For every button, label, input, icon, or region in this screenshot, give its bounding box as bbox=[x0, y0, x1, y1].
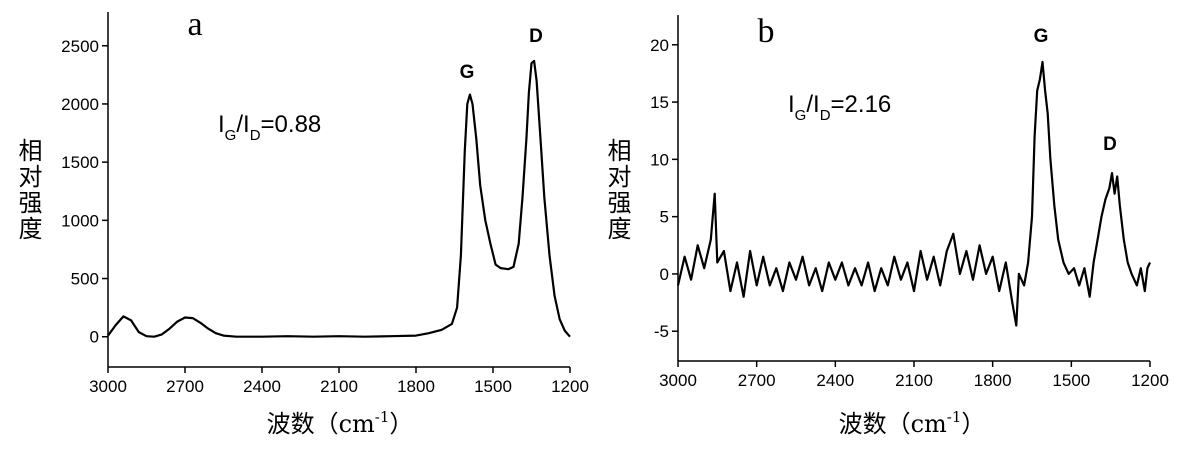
y-tick-label: 2000 bbox=[61, 95, 99, 114]
ratio-text: /I bbox=[806, 91, 819, 118]
y-tick-label: 15 bbox=[650, 93, 669, 112]
x-tick-label: 2400 bbox=[243, 377, 281, 396]
panel-title: a bbox=[187, 6, 202, 43]
x-label-text: 波数（cm bbox=[267, 410, 375, 438]
y-axis-label: 相对强度 bbox=[14, 138, 42, 242]
x-label-superscript: -1 bbox=[947, 408, 962, 426]
spectrum-line bbox=[107, 59, 571, 338]
ratio-text: =2.16 bbox=[831, 91, 892, 118]
x-tick-label: 1500 bbox=[474, 377, 512, 396]
y-tick-label: 500 bbox=[71, 270, 99, 289]
x-label-text: ） bbox=[389, 410, 413, 438]
peak-label: G bbox=[1034, 26, 1049, 47]
ratio-text: =0.88 bbox=[261, 111, 322, 138]
x-tick-label: 1200 bbox=[1131, 371, 1169, 390]
y-tick-label: 20 bbox=[650, 36, 669, 55]
ratio-subscript: D bbox=[820, 107, 831, 124]
x-tick-label: 3000 bbox=[89, 377, 127, 396]
panel: 0 500 1000 1500 2000 2500 3000 2700 2400 2100 1800… bbox=[14, 6, 589, 438]
x-axis-label: 波数（cm-1） bbox=[839, 408, 986, 438]
y-tick-label: 5 bbox=[660, 208, 669, 227]
x-label-text: ） bbox=[961, 410, 985, 438]
x-tick-label: 1200 bbox=[551, 377, 589, 396]
peak-label: D bbox=[529, 26, 543, 47]
ratio-subscript: G bbox=[795, 107, 807, 124]
y-tick-label: 0 bbox=[90, 328, 99, 347]
x-tick-label: 2100 bbox=[895, 371, 933, 390]
x-label-superscript: -1 bbox=[375, 408, 390, 426]
x-axis-label: 波数（cm-1） bbox=[267, 408, 414, 438]
panel: -5 0 5 10 15 20 3000 2700 2400 2100 1800 1500 1200 b G… bbox=[603, 13, 1169, 438]
ratio-label: IG/ID=2.16 bbox=[788, 91, 891, 124]
y-tick-label: 10 bbox=[650, 150, 669, 169]
x-tick-label: 1800 bbox=[974, 371, 1012, 390]
peak-label: D bbox=[1103, 134, 1117, 155]
ratio-text: /I bbox=[236, 111, 249, 138]
ratio-subscript: G bbox=[225, 127, 237, 144]
x-label-text: 波数（cm bbox=[839, 410, 947, 438]
x-tick-label: 2400 bbox=[816, 371, 854, 390]
x-tick-label: 2100 bbox=[320, 377, 358, 396]
x-tick-label: 1800 bbox=[397, 377, 435, 396]
ratio-text: I bbox=[788, 91, 795, 118]
x-tick-label: 3000 bbox=[659, 371, 697, 390]
y-tick-label: 1500 bbox=[61, 153, 99, 172]
x-tick-label: 1500 bbox=[1052, 371, 1090, 390]
y-axis-label: 相对强度 bbox=[603, 138, 631, 242]
spectrum-line bbox=[676, 60, 1152, 327]
y-tick-label: 1000 bbox=[61, 211, 99, 230]
peak-label: G bbox=[460, 62, 475, 83]
ratio-label: IG/ID=0.88 bbox=[218, 111, 321, 144]
ratio-subscript: D bbox=[250, 127, 261, 144]
y-tick-label: 2500 bbox=[61, 37, 99, 56]
x-tick-label: 2700 bbox=[738, 371, 776, 390]
panel-title: b bbox=[758, 13, 775, 50]
ratio-text: I bbox=[218, 111, 225, 138]
y-tick-label: -5 bbox=[654, 322, 669, 341]
y-tick-label: 0 bbox=[660, 265, 669, 284]
x-tick-label: 2700 bbox=[166, 377, 204, 396]
